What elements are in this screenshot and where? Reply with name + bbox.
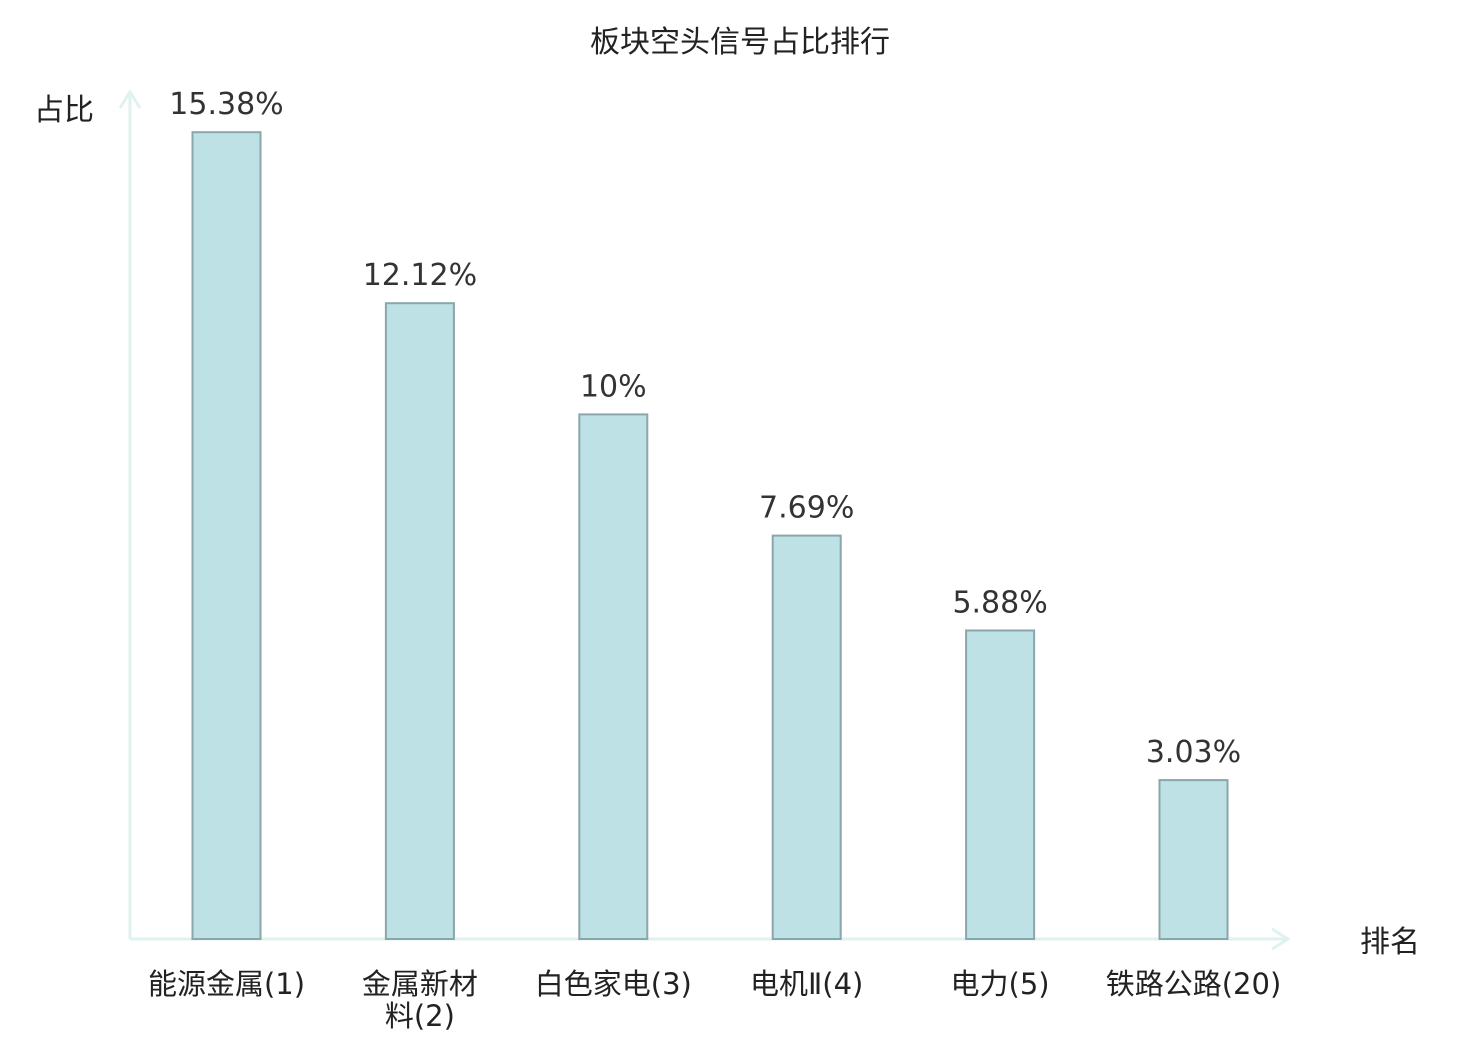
bar-3 xyxy=(578,413,649,940)
x-axis xyxy=(130,927,1291,951)
value-label-5: 5.88% xyxy=(952,586,1047,621)
x-axis-label: 排名 xyxy=(1360,925,1420,960)
value-label-3: 10% xyxy=(580,369,647,404)
bar-6 xyxy=(1158,779,1229,940)
bar-4 xyxy=(771,534,842,940)
category-label-5: 电力(5) xyxy=(951,967,1050,1001)
value-labels-group: 15.38% 12.12% 10% 7.69% 5.88% 3.03% xyxy=(169,87,1241,770)
bars-group xyxy=(191,131,1229,940)
y-axis xyxy=(118,89,142,939)
category-label-1: 能源金属(1) xyxy=(148,967,305,1001)
category-label-3: 白色家电(3) xyxy=(535,967,692,1001)
bar-1 xyxy=(191,131,262,940)
bar-5 xyxy=(965,629,1036,940)
y-axis-label: 占比 xyxy=(34,93,94,128)
category-label-2-line-1: 金属新材 xyxy=(362,967,478,1001)
category-label-2-line-2: 料(2) xyxy=(385,999,455,1033)
value-label-6: 3.03% xyxy=(1146,735,1241,770)
value-label-4: 7.69% xyxy=(759,491,854,526)
value-label-2: 12.12% xyxy=(363,258,477,293)
category-label-4: 电机Ⅱ(4) xyxy=(750,967,863,1001)
value-label-1: 15.38% xyxy=(169,87,283,122)
bar-2 xyxy=(384,302,455,940)
category-label-6: 铁路公路(20) xyxy=(1106,967,1282,1001)
chart-title: 板块空头信号占比排行 xyxy=(590,25,890,60)
